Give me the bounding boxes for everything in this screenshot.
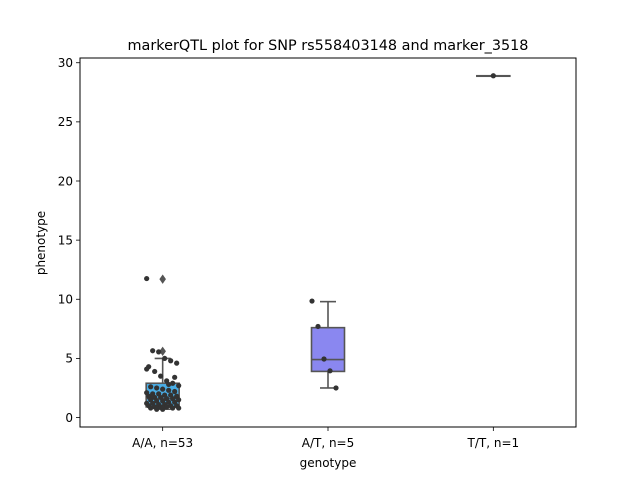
data-point [160, 406, 166, 412]
data-point [152, 368, 158, 375]
y-tick-label: 0 [65, 411, 73, 425]
x-tick-label: A/T, n=5 [302, 436, 355, 450]
x-tick-label: T/T, n=1 [467, 436, 520, 450]
data-point [148, 405, 154, 411]
data-point [150, 348, 156, 354]
data-point [162, 355, 168, 362]
y-tick-label: 30 [58, 56, 73, 70]
data-point [154, 406, 160, 412]
y-axis-label: phenotype [34, 211, 48, 275]
data-point [172, 388, 178, 395]
data-point [160, 386, 166, 392]
outlier-marker [159, 346, 166, 357]
x-tick-label: A/A, n=53 [132, 436, 193, 450]
data-point [174, 360, 180, 366]
data-point [315, 323, 321, 330]
data-point [490, 73, 496, 79]
data-point [176, 397, 182, 403]
plot-layer [144, 73, 511, 412]
data-point [170, 405, 176, 411]
data-point [166, 381, 172, 388]
data-point [166, 387, 172, 393]
data-point [156, 349, 162, 355]
chart-title: markerQTL plot for SNP rs558403148 and m… [128, 38, 529, 54]
y-tick-label: 20 [58, 174, 73, 188]
data-point [144, 366, 150, 372]
data-point [158, 373, 164, 379]
data-point [170, 380, 176, 386]
data-point [148, 384, 154, 390]
y-tick-label: 5 [65, 352, 73, 366]
data-point [176, 405, 182, 411]
y-tick-label: 10 [58, 293, 73, 307]
data-point [150, 393, 156, 399]
outlier-marker [159, 274, 166, 284]
data-point [164, 404, 170, 410]
data-point [176, 383, 182, 389]
x-axis-label: genotype [300, 456, 357, 470]
data-point [333, 385, 339, 391]
data-point [327, 368, 333, 374]
y-tick-label: 25 [58, 115, 73, 129]
y-tick-label: 15 [58, 233, 73, 247]
data-point [168, 358, 174, 364]
data-point [309, 298, 315, 304]
data-point [144, 275, 150, 282]
box-iqr [310, 326, 346, 373]
data-point [172, 374, 178, 380]
data-point [321, 356, 327, 362]
data-point [154, 385, 160, 391]
